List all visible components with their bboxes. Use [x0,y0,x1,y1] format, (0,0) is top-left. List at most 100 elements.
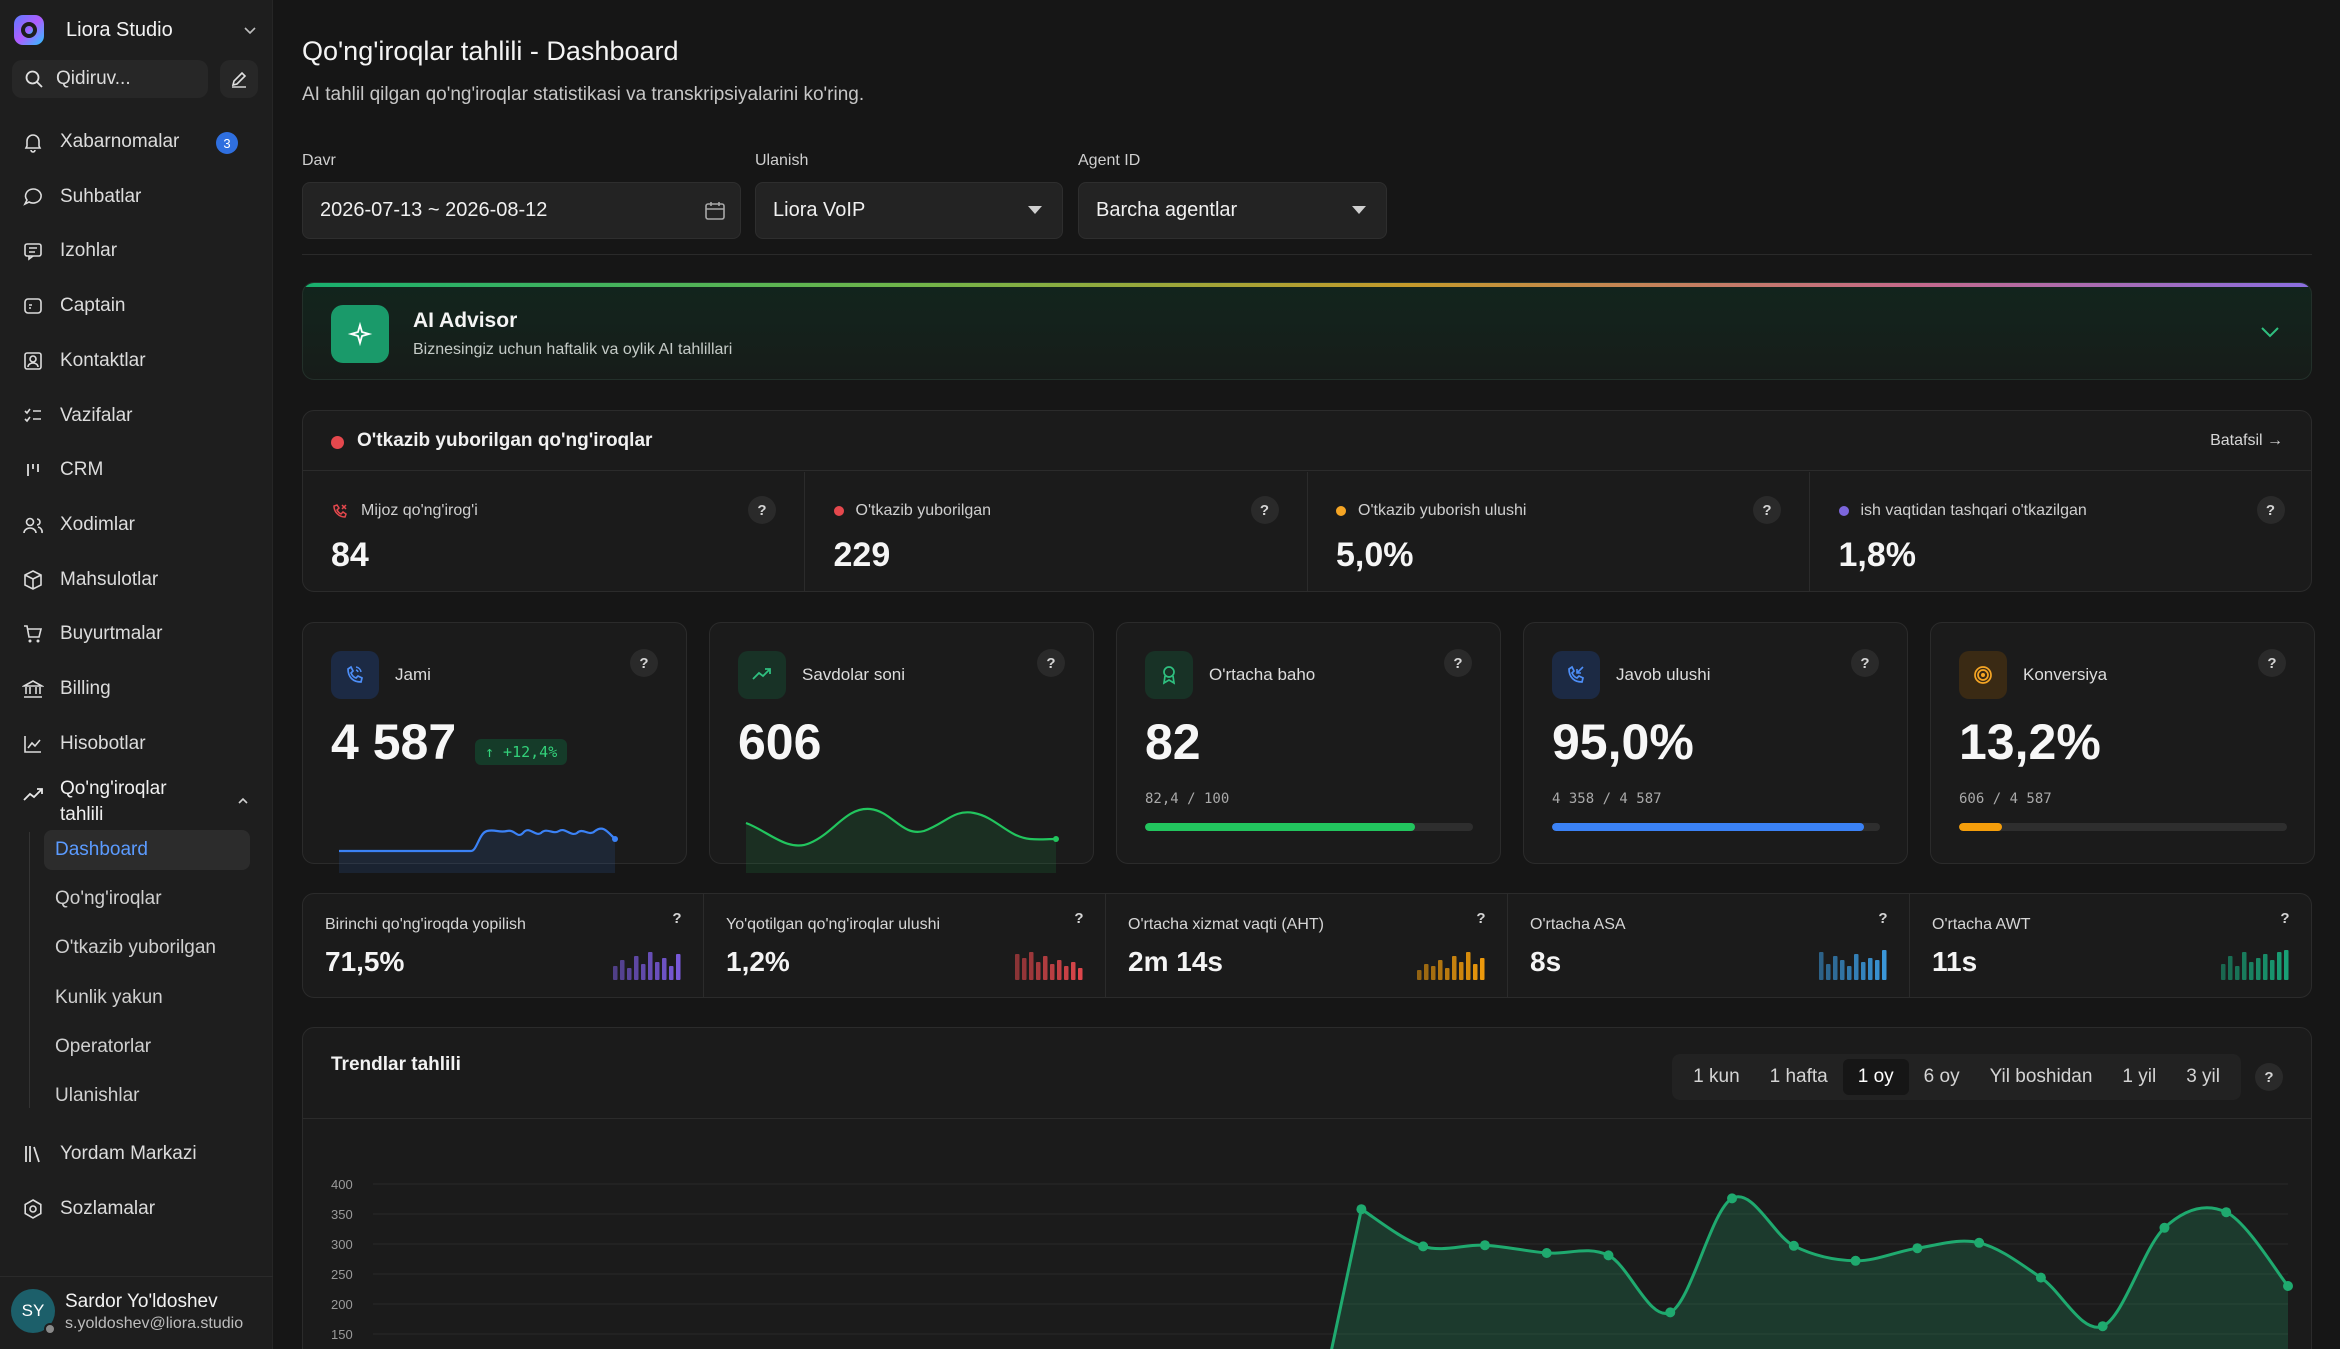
help-button[interactable]: ? [1037,649,1065,677]
submenu-item[interactable]: O'tkazib yuborilgan [55,937,216,959]
agent-value: Barcha agentlar [1096,199,1238,221]
phone-incoming-icon [1552,651,1600,699]
divider [303,1118,2311,1119]
color-dot [1838,506,1849,516]
help-button[interactable]: ? [2255,1063,2283,1091]
help-button[interactable]: ? [672,909,682,927]
submenu-item[interactable]: Dashboard [44,830,250,870]
mini-bar-chart-icon [1015,952,1083,980]
sidebar-item-xabarnomalar[interactable]: Xabarnomalar 3 [12,122,260,162]
trend-chart: 400 350 300 250 200 150 [331,1177,2293,1349]
search-input[interactable]: Qidiruv... [12,60,208,98]
sparkle-icon [331,305,389,363]
sidebar-item-sozlamalar[interactable]: Sozlamalar [12,1189,260,1229]
trend-title: Trendlar tahlili [331,1054,461,1075]
submenu-item[interactable]: Kunlik yakun [55,986,163,1008]
range-tab[interactable]: 3 yil [2186,1066,2220,1087]
range-tab[interactable]: 1 yil [2122,1066,2157,1087]
range-tab[interactable]: 6 oy [1923,1066,1960,1087]
data-point [2159,1222,2170,1233]
trend-analysis-card: Trendlar tahlili 1 kun 1 hafta 1 oy 6 oy Yil… [302,1027,2312,1349]
help-button[interactable]: ? [748,496,776,524]
mini-stat-label: Birinchi qo'ng'iroqda yopilish [325,916,526,933]
sidebar-item-suhbatlar[interactable]: Suhbatlar [12,177,260,217]
compose-button[interactable] [220,60,258,98]
sidebar-item-buyurtmalar[interactable]: Buyurtmalar [12,614,260,654]
kpi-value: 4 587 [331,714,457,770]
crm-bars-icon [27,464,39,477]
presence-indicator [44,1323,56,1335]
chevron-down-icon[interactable] [2257,319,2283,345]
help-button[interactable]: ? [2256,496,2285,524]
missed-stat: Mijoz qo'ng'irog'i 84? [303,472,805,592]
missed-stat-value: 1,8% [1838,536,1917,574]
submenu-item[interactable]: Ulanishlar [55,1085,140,1106]
help-button[interactable]: ? [1476,909,1486,927]
period-value: 2026-07-13 ~ 2026-08-12 [320,199,548,221]
help-button[interactable]: ? [1250,496,1279,524]
range-tab[interactable]: Yil boshidan [1989,1066,2093,1087]
sidebar-item-kontaktlar[interactable]: Kontaktlar [12,341,260,381]
award-icon [1145,651,1193,699]
progress-bar [1145,823,1473,831]
trend-up-icon [738,651,786,699]
sidebar-item-mahsulotlar[interactable]: Mahsulotlar [12,560,260,600]
mini-stat-value: 8s [1530,946,1562,977]
sidebar-item-label: Vazifalar [60,404,133,426]
sidebar-item-billing[interactable]: Billing [12,669,260,709]
progress-bar [1959,823,2287,831]
mini-stat-card: O'rtacha xizmat vaqti (AHT) 2m 14s? [1106,893,1508,998]
comment-icon [24,243,42,261]
submenu-item[interactable]: Qo'ng'iroqlar [55,888,162,910]
user-profile[interactable]: SY Sardor Yo'ldoshev s.yoldoshev@liora.s… [0,1276,273,1349]
help-button[interactable]: ? [2280,909,2290,927]
sidebar-item-hisobotlar[interactable]: Hisobotlar [12,724,260,764]
help-button[interactable]: ? [1444,649,1472,677]
sidebar-item-xodimlar[interactable]: Xodimlar [12,505,260,545]
sidebar-item-label: Yordam Markazi [60,1143,197,1164]
advisor-subtitle: Biznesingiz uchun haftalik va oylik AI t… [413,341,733,358]
sidebar-item-call-analytics[interactable]: Qo'ng'iroqlar tahlili [12,770,260,826]
chevron-up-icon [238,797,248,804]
mini-stat-label: O'rtacha AWT [1932,916,2031,933]
help-button[interactable]: ? [1878,909,1888,927]
kpi-label: Jami [395,665,431,684]
sidebar-item-vazifalar[interactable]: Vazifalar [12,396,260,436]
workspace-switcher[interactable]: Liora Studio [12,12,258,48]
details-link[interactable]: Batafsil → [2210,432,2283,449]
period-label: Davr [302,152,336,169]
series-line [1330,1195,2290,1349]
missed-stat-value: 5,0% [1336,536,1414,574]
data-point [1479,1240,1490,1251]
sidebar-item-label: Billing [60,678,111,699]
help-button[interactable]: ? [1074,909,1084,927]
sidebar-item-yordam-markazi[interactable]: Yordam Markazi [12,1134,260,1174]
mini-stat-value: 11s [1932,946,1978,977]
sidebar-item-label: Sozlamalar [60,1198,156,1219]
sidebar-item-label: Izohlar [60,240,118,262]
connection-select[interactable]: Liora VoIP [755,182,1063,239]
sidebar-item-crm[interactable]: CRM [12,450,260,490]
user-name: Sardor Yo'ldoshev [65,1291,218,1312]
sidebar-item-captain[interactable]: Captain [12,286,260,326]
period-date-picker[interactable]: 2026-07-13 ~ 2026-08-12 [302,182,741,239]
main-content: Qo'ng'iroqlar tahlili - Dashboard AI tah… [274,0,2340,1349]
sidebar-item-izohlar[interactable]: Izohlar [12,231,260,271]
range-tab[interactable]: 1 kun [1693,1066,1740,1087]
submenu-item[interactable]: Operatorlar [55,1035,152,1057]
ai-advisor-panel[interactable]: AI Advisor Biznesingiz uchun haftalik va… [302,282,2312,380]
chart-line-icon [24,735,41,753]
help-button[interactable]: ? [630,649,658,677]
range-tab[interactable]: 1 hafta [1769,1066,1828,1087]
trend-up-icon [23,788,43,801]
data-point [1603,1250,1614,1261]
missed-stat-label: O'tkazib yuborilgan [833,502,991,520]
range-tab[interactable]: 1 oy [1842,1059,1909,1095]
help-button[interactable]: ? [1753,496,1781,524]
help-button[interactable]: ? [2258,649,2286,677]
missed-calls-card: O'tkazib yuborilgan qo'ng'iroqlar Batafs… [302,410,2312,592]
progress-fill [1552,823,1864,831]
help-button[interactable]: ? [1851,649,1879,677]
agent-select[interactable]: Barcha agentlar [1078,182,1387,239]
advisor-gradient-bar [303,283,2311,287]
